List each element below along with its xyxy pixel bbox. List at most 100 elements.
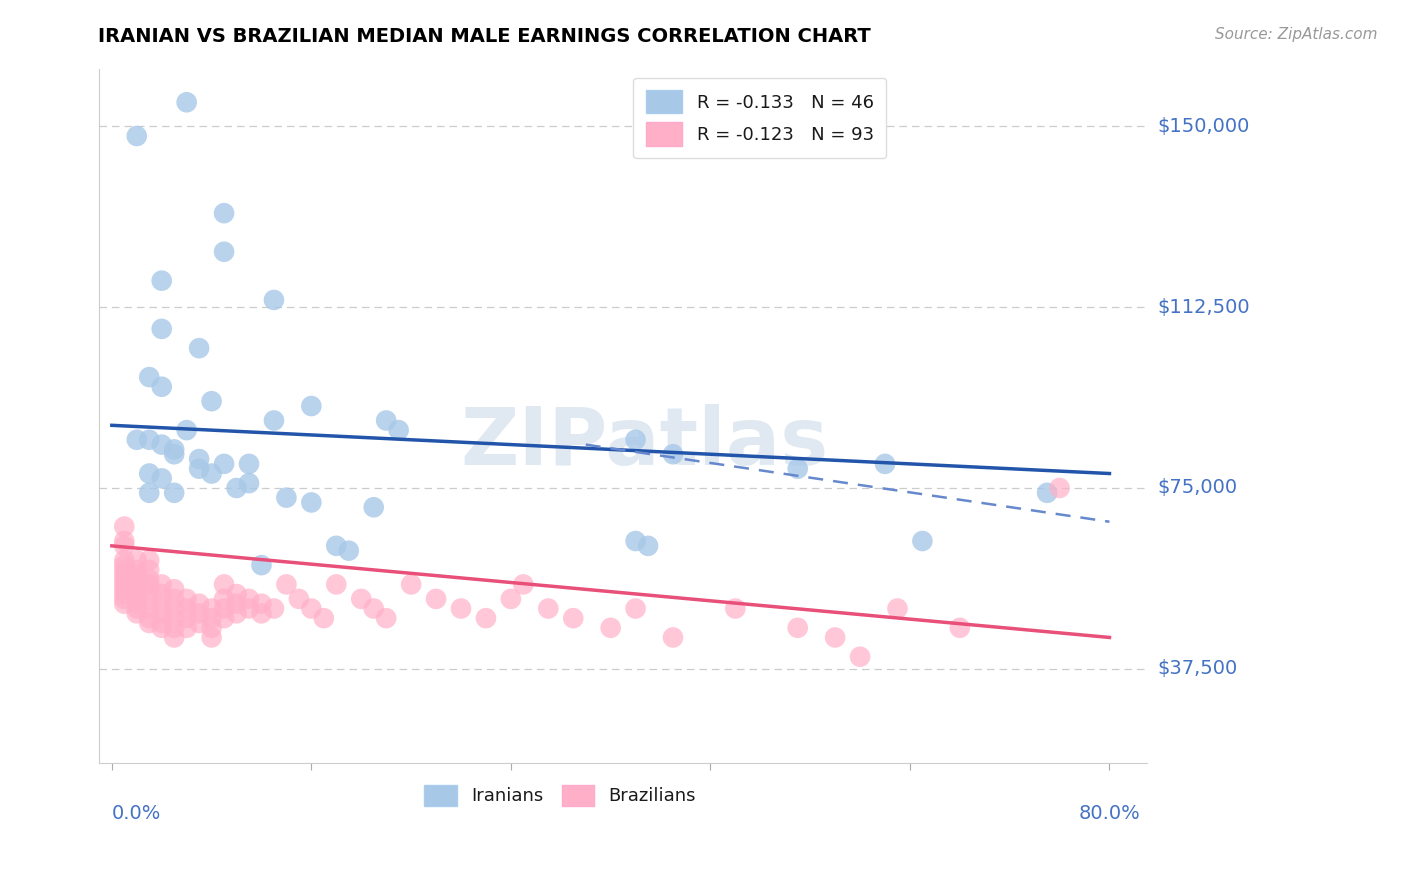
Point	[176, 591, 198, 606]
Point	[537, 601, 560, 615]
Point	[138, 553, 160, 567]
Point	[250, 607, 273, 621]
Point	[624, 433, 647, 447]
Point	[225, 481, 247, 495]
Point	[112, 558, 135, 573]
Point	[786, 621, 808, 635]
Point	[188, 461, 211, 475]
Point	[138, 433, 160, 447]
Text: 80.0%: 80.0%	[1078, 805, 1140, 823]
Point	[512, 577, 534, 591]
Text: IRANIAN VS BRAZILIAN MEDIAN MALE EARNINGS CORRELATION CHART: IRANIAN VS BRAZILIAN MEDIAN MALE EARNING…	[98, 27, 872, 45]
Point	[188, 615, 211, 630]
Point	[112, 591, 135, 606]
Point	[325, 577, 347, 591]
Point	[150, 274, 173, 288]
Text: $37,500: $37,500	[1157, 659, 1237, 678]
Point	[112, 597, 135, 611]
Point	[150, 322, 173, 336]
Point	[911, 534, 934, 549]
Point	[363, 601, 385, 615]
Point	[138, 485, 160, 500]
Point	[125, 607, 148, 621]
Point	[150, 437, 173, 451]
Point	[949, 621, 972, 635]
Text: 0.0%: 0.0%	[112, 805, 162, 823]
Legend: Iranians, Brazilians: Iranians, Brazilians	[418, 778, 703, 813]
Point	[150, 380, 173, 394]
Point	[225, 587, 247, 601]
Point	[188, 341, 211, 355]
Point	[475, 611, 498, 625]
Point	[125, 582, 148, 597]
Point	[200, 611, 222, 625]
Point	[200, 621, 222, 635]
Point	[238, 601, 260, 615]
Point	[276, 491, 298, 505]
Point	[163, 601, 186, 615]
Point	[125, 601, 148, 615]
Point	[375, 611, 398, 625]
Point	[150, 621, 173, 635]
Point	[212, 244, 235, 259]
Point	[637, 539, 659, 553]
Point	[238, 591, 260, 606]
Point	[176, 95, 198, 110]
Point	[225, 607, 247, 621]
Point	[299, 601, 322, 615]
Text: ZIPatlas: ZIPatlas	[460, 404, 828, 483]
Point	[263, 293, 285, 307]
Text: $112,500: $112,500	[1157, 298, 1250, 317]
Point	[388, 423, 411, 437]
Point	[163, 485, 186, 500]
Point	[125, 433, 148, 447]
Point	[150, 597, 173, 611]
Point	[662, 447, 685, 461]
Point	[350, 591, 373, 606]
Point	[212, 206, 235, 220]
Point	[200, 394, 222, 409]
Point	[176, 621, 198, 635]
Point	[599, 621, 621, 635]
Point	[662, 631, 685, 645]
Point	[375, 413, 398, 427]
Text: $150,000: $150,000	[1157, 117, 1250, 136]
Point	[138, 582, 160, 597]
Point	[288, 591, 311, 606]
Point	[624, 534, 647, 549]
Point	[163, 621, 186, 635]
Point	[425, 591, 447, 606]
Point	[212, 577, 235, 591]
Point	[163, 447, 186, 461]
Point	[200, 601, 222, 615]
Point	[138, 611, 160, 625]
Point	[1036, 485, 1059, 500]
Point	[163, 631, 186, 645]
Point	[238, 457, 260, 471]
Point	[188, 452, 211, 467]
Point	[399, 577, 422, 591]
Point	[188, 607, 211, 621]
Point	[138, 573, 160, 587]
Point	[163, 611, 186, 625]
Text: $75,000: $75,000	[1157, 478, 1237, 498]
Point	[200, 467, 222, 481]
Point	[212, 457, 235, 471]
Point	[250, 558, 273, 573]
Point	[112, 582, 135, 597]
Point	[786, 461, 808, 475]
Point	[112, 567, 135, 582]
Point	[325, 539, 347, 553]
Point	[138, 467, 160, 481]
Point	[450, 601, 472, 615]
Point	[125, 567, 148, 582]
Point	[125, 128, 148, 143]
Point	[724, 601, 747, 615]
Point	[276, 577, 298, 591]
Point	[163, 591, 186, 606]
Point	[112, 573, 135, 587]
Point	[112, 553, 135, 567]
Point	[125, 577, 148, 591]
Point	[138, 563, 160, 577]
Point	[125, 587, 148, 601]
